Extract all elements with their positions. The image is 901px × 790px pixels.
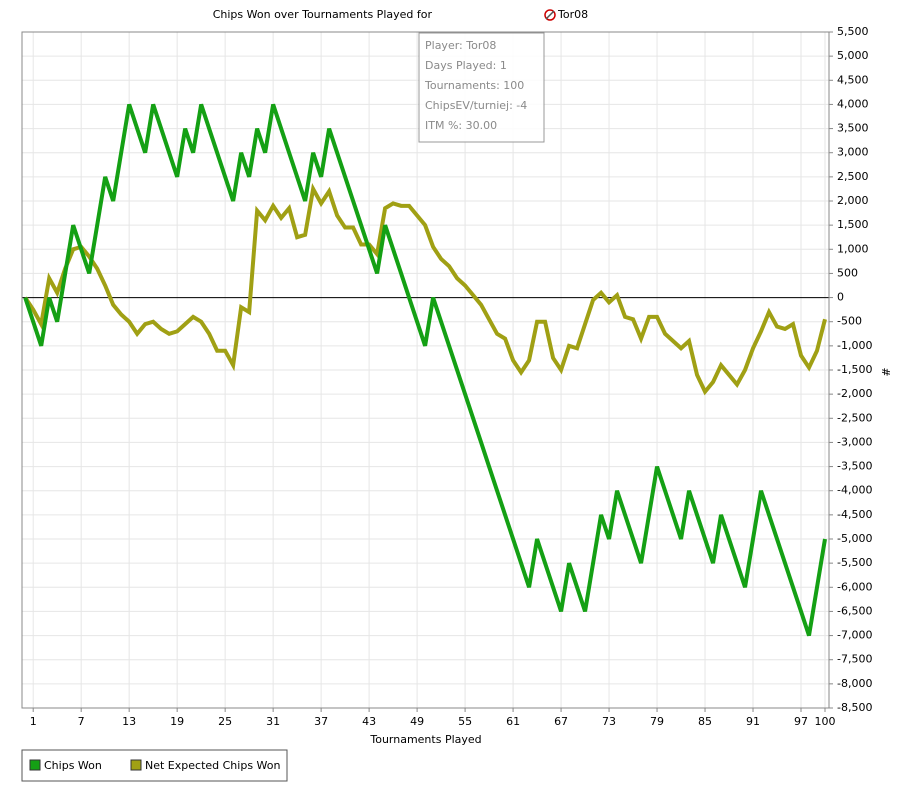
x-tick-label: 67 bbox=[554, 715, 568, 728]
y-tick-label: 3,500 bbox=[837, 122, 869, 135]
x-tick-label: 7 bbox=[78, 715, 85, 728]
tooltip-box bbox=[418, 32, 545, 143]
lines bbox=[23, 103, 827, 637]
y-tick-label: 1,500 bbox=[837, 218, 869, 231]
legend: Chips Won Net Expected Chips Won bbox=[21, 749, 288, 782]
y-tick-label: -6,000 bbox=[837, 580, 872, 593]
legend-label: Net Expected Chips Won bbox=[145, 759, 281, 772]
x-tick-label: 31 bbox=[266, 715, 280, 728]
y-tick-label: -6,500 bbox=[837, 604, 872, 617]
legend-swatch bbox=[130, 759, 142, 771]
y-axis-label: # bbox=[879, 367, 892, 376]
tooltip: Player: Tor08 Days Played: 1 Tournaments: … bbox=[418, 32, 545, 143]
y-tick-label: 4,500 bbox=[837, 73, 869, 86]
x-tick-label: 37 bbox=[314, 715, 328, 728]
x-tick-label: 91 bbox=[746, 715, 760, 728]
x-tick-label: 85 bbox=[698, 715, 712, 728]
y-tick-label: 4,000 bbox=[837, 97, 869, 110]
y-tick-label: -3,500 bbox=[837, 460, 872, 473]
tooltip-line: Days Played: 1 bbox=[425, 59, 507, 72]
y-tick-label: 500 bbox=[837, 266, 858, 279]
y-tick-label: -500 bbox=[837, 315, 862, 328]
x-tick-label: 55 bbox=[458, 715, 472, 728]
x-tick-label: 100 bbox=[815, 715, 836, 728]
y-tick-label: -2,000 bbox=[837, 387, 872, 400]
grid: 1 7 13 19 25 31 37 43 49 55 61 67 73 79 85 91 97 100-8,50… bbox=[22, 25, 872, 728]
legend-label: Chips Won bbox=[44, 759, 102, 772]
y-tick-label: -2,500 bbox=[837, 411, 872, 424]
chart-title: Chips Won over Tournaments Played for bbox=[213, 8, 433, 21]
x-tick-label: 97 bbox=[794, 715, 808, 728]
series-line bbox=[23, 103, 827, 637]
y-tick-label: -5,500 bbox=[837, 556, 872, 569]
x-tick-label: 61 bbox=[506, 715, 520, 728]
x-tick-label: 79 bbox=[650, 715, 664, 728]
y-tick-label: -7,500 bbox=[837, 653, 872, 666]
series-line bbox=[23, 182, 827, 396]
tooltip-line: Tournaments: 100 bbox=[424, 79, 524, 92]
x-tick-label: 19 bbox=[170, 715, 184, 728]
x-tick-label: 25 bbox=[218, 715, 232, 728]
chart-title-player: Tor08 bbox=[557, 8, 588, 21]
y-tick-label: -5,000 bbox=[837, 532, 872, 545]
y-tick-label: 0 bbox=[837, 291, 844, 304]
legend-swatch bbox=[29, 759, 41, 771]
x-tick-label: 49 bbox=[410, 715, 424, 728]
y-tick-label: 1,000 bbox=[837, 242, 869, 255]
y-tick-label: 2,000 bbox=[837, 194, 869, 207]
y-tick-label: -1,000 bbox=[837, 339, 872, 352]
x-tick-label: 73 bbox=[602, 715, 616, 728]
legend-box bbox=[21, 749, 288, 782]
x-tick-label: 13 bbox=[122, 715, 136, 728]
y-tick-label: -4,500 bbox=[837, 508, 872, 521]
y-tick-label: 3,000 bbox=[837, 146, 869, 159]
plot-border bbox=[21, 31, 830, 709]
y-tick-label: 5,000 bbox=[837, 49, 869, 62]
y-tick-label: 2,500 bbox=[837, 170, 869, 183]
y-tick-label: -7,000 bbox=[837, 629, 872, 642]
tooltip-line: Player: Tor08 bbox=[425, 39, 496, 52]
y-tick-label: -1,500 bbox=[837, 363, 872, 376]
tooltip-line: ITM %: 30.00 bbox=[425, 119, 497, 132]
x-axis-label: Tournaments Played bbox=[369, 733, 481, 746]
tooltip-line: ChipsEV/turniej: -4 bbox=[425, 99, 527, 112]
x-tick-label: 1 bbox=[30, 715, 37, 728]
y-tick-label: 5,500 bbox=[837, 25, 869, 38]
y-tick-label: -3,000 bbox=[837, 435, 872, 448]
y-tick-label: -8,500 bbox=[837, 701, 872, 714]
player-icon bbox=[544, 9, 556, 21]
y-tick-label: -4,000 bbox=[837, 484, 872, 497]
x-tick-label: 43 bbox=[362, 715, 376, 728]
y-tick-label: -8,000 bbox=[837, 677, 872, 690]
